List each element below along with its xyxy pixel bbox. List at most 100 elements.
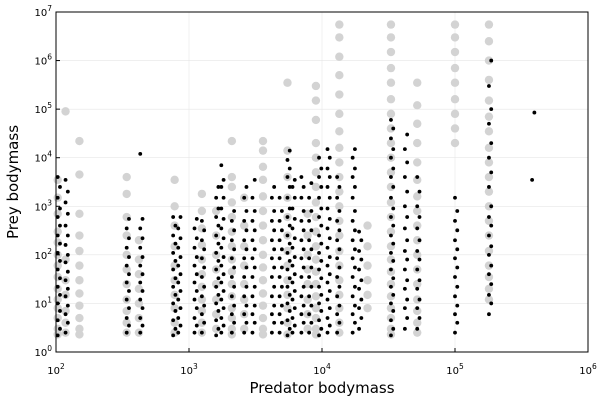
black-data-point (417, 238, 422, 243)
black-data-point (287, 148, 292, 153)
black-data-point (319, 259, 324, 263)
gray-data-point (335, 231, 344, 240)
black-data-point (55, 318, 60, 323)
black-data-point (192, 245, 197, 250)
black-data-point (290, 316, 295, 320)
black-data-point (221, 289, 226, 293)
gray-data-point (311, 198, 321, 207)
black-data-point (250, 275, 255, 279)
gray-data-point (484, 202, 494, 211)
black-data-point (357, 229, 361, 234)
black-data-point (350, 312, 355, 317)
black-data-point (359, 316, 364, 320)
y-tick-label: 105 (34, 101, 52, 116)
black-data-point (391, 166, 396, 171)
black-data-point (350, 275, 355, 279)
black-data-point (221, 272, 226, 277)
black-data-point (242, 238, 247, 243)
gray-data-point (450, 138, 460, 148)
black-data-point (127, 323, 131, 328)
gray-data-point (75, 301, 84, 310)
black-data-point (417, 215, 422, 219)
y-tick-label-base: 10 (34, 57, 47, 68)
gray-data-point (386, 124, 396, 133)
y-tick-label: 100 (34, 344, 52, 359)
gray-data-point (413, 221, 422, 230)
gray-data-point (311, 115, 321, 125)
black-data-point (244, 284, 249, 289)
black-data-point (415, 267, 420, 272)
gray-data-point (386, 313, 396, 323)
gray-data-point (61, 306, 70, 316)
black-data-point (279, 265, 284, 270)
black-data-point (359, 257, 364, 262)
gray-data-point (311, 96, 321, 105)
gray-data-point (413, 318, 422, 327)
black-data-point (319, 292, 324, 297)
gray-data-point (75, 324, 84, 334)
black-data-point (127, 236, 131, 241)
black-data-point (232, 320, 237, 325)
y-tick-label: 106 (34, 53, 52, 68)
black-data-point (335, 256, 340, 261)
gray-data-point (283, 261, 292, 270)
black-data-point (277, 238, 282, 243)
black-data-point (301, 228, 306, 233)
black-data-point (359, 278, 364, 283)
black-data-point (299, 238, 304, 243)
black-data-point (292, 236, 297, 241)
x-tick-label-exponent: 2 (60, 362, 65, 371)
x-tick-label: 104 (313, 362, 331, 377)
black-data-point (279, 247, 284, 252)
gray-data-point (258, 162, 268, 171)
gray-data-point (450, 47, 460, 57)
gray-data-point (335, 172, 344, 182)
gray-data-point (335, 202, 344, 211)
black-data-point (138, 330, 143, 335)
black-data-point (285, 158, 290, 162)
black-data-point (176, 226, 181, 231)
black-data-point (58, 241, 62, 246)
black-data-point (250, 256, 255, 261)
black-data-point (250, 195, 255, 200)
gray-data-point (311, 303, 321, 313)
black-data-point (325, 297, 330, 302)
gray-data-point (413, 295, 422, 304)
black-data-point (178, 289, 183, 293)
black-data-point (63, 330, 68, 335)
black-data-point (232, 209, 237, 213)
gray-data-point (386, 198, 396, 207)
black-data-point (359, 297, 364, 302)
black-data-point (55, 333, 60, 338)
black-data-point (307, 195, 312, 200)
gray-data-point (258, 313, 268, 323)
gray-data-point (211, 324, 221, 334)
black-data-point (221, 195, 226, 200)
black-data-point (389, 318, 393, 323)
black-data-point (192, 330, 197, 335)
gray-data-point (75, 170, 84, 179)
y-tick-label-base: 10 (34, 299, 47, 310)
black-data-point (242, 275, 247, 279)
gray-data-point (484, 261, 494, 270)
black-data-point (63, 223, 68, 228)
gray-data-point (311, 182, 321, 192)
gray-data-point (386, 47, 396, 57)
gray-data-point (413, 306, 422, 316)
black-data-point (221, 236, 226, 241)
black-data-point (202, 247, 207, 252)
gray-data-point (122, 189, 131, 199)
black-data-point (229, 312, 234, 317)
gray-data-point (413, 158, 422, 167)
black-data-point (453, 238, 457, 243)
black-data-point (202, 320, 207, 325)
black-data-point (301, 284, 306, 289)
black-data-point (453, 312, 457, 317)
black-data-point (292, 255, 297, 259)
black-data-point (252, 228, 257, 233)
black-data-point (178, 236, 183, 241)
black-data-point (219, 263, 224, 268)
black-data-point (272, 303, 277, 308)
black-data-point (317, 175, 321, 179)
black-data-point (124, 245, 129, 250)
